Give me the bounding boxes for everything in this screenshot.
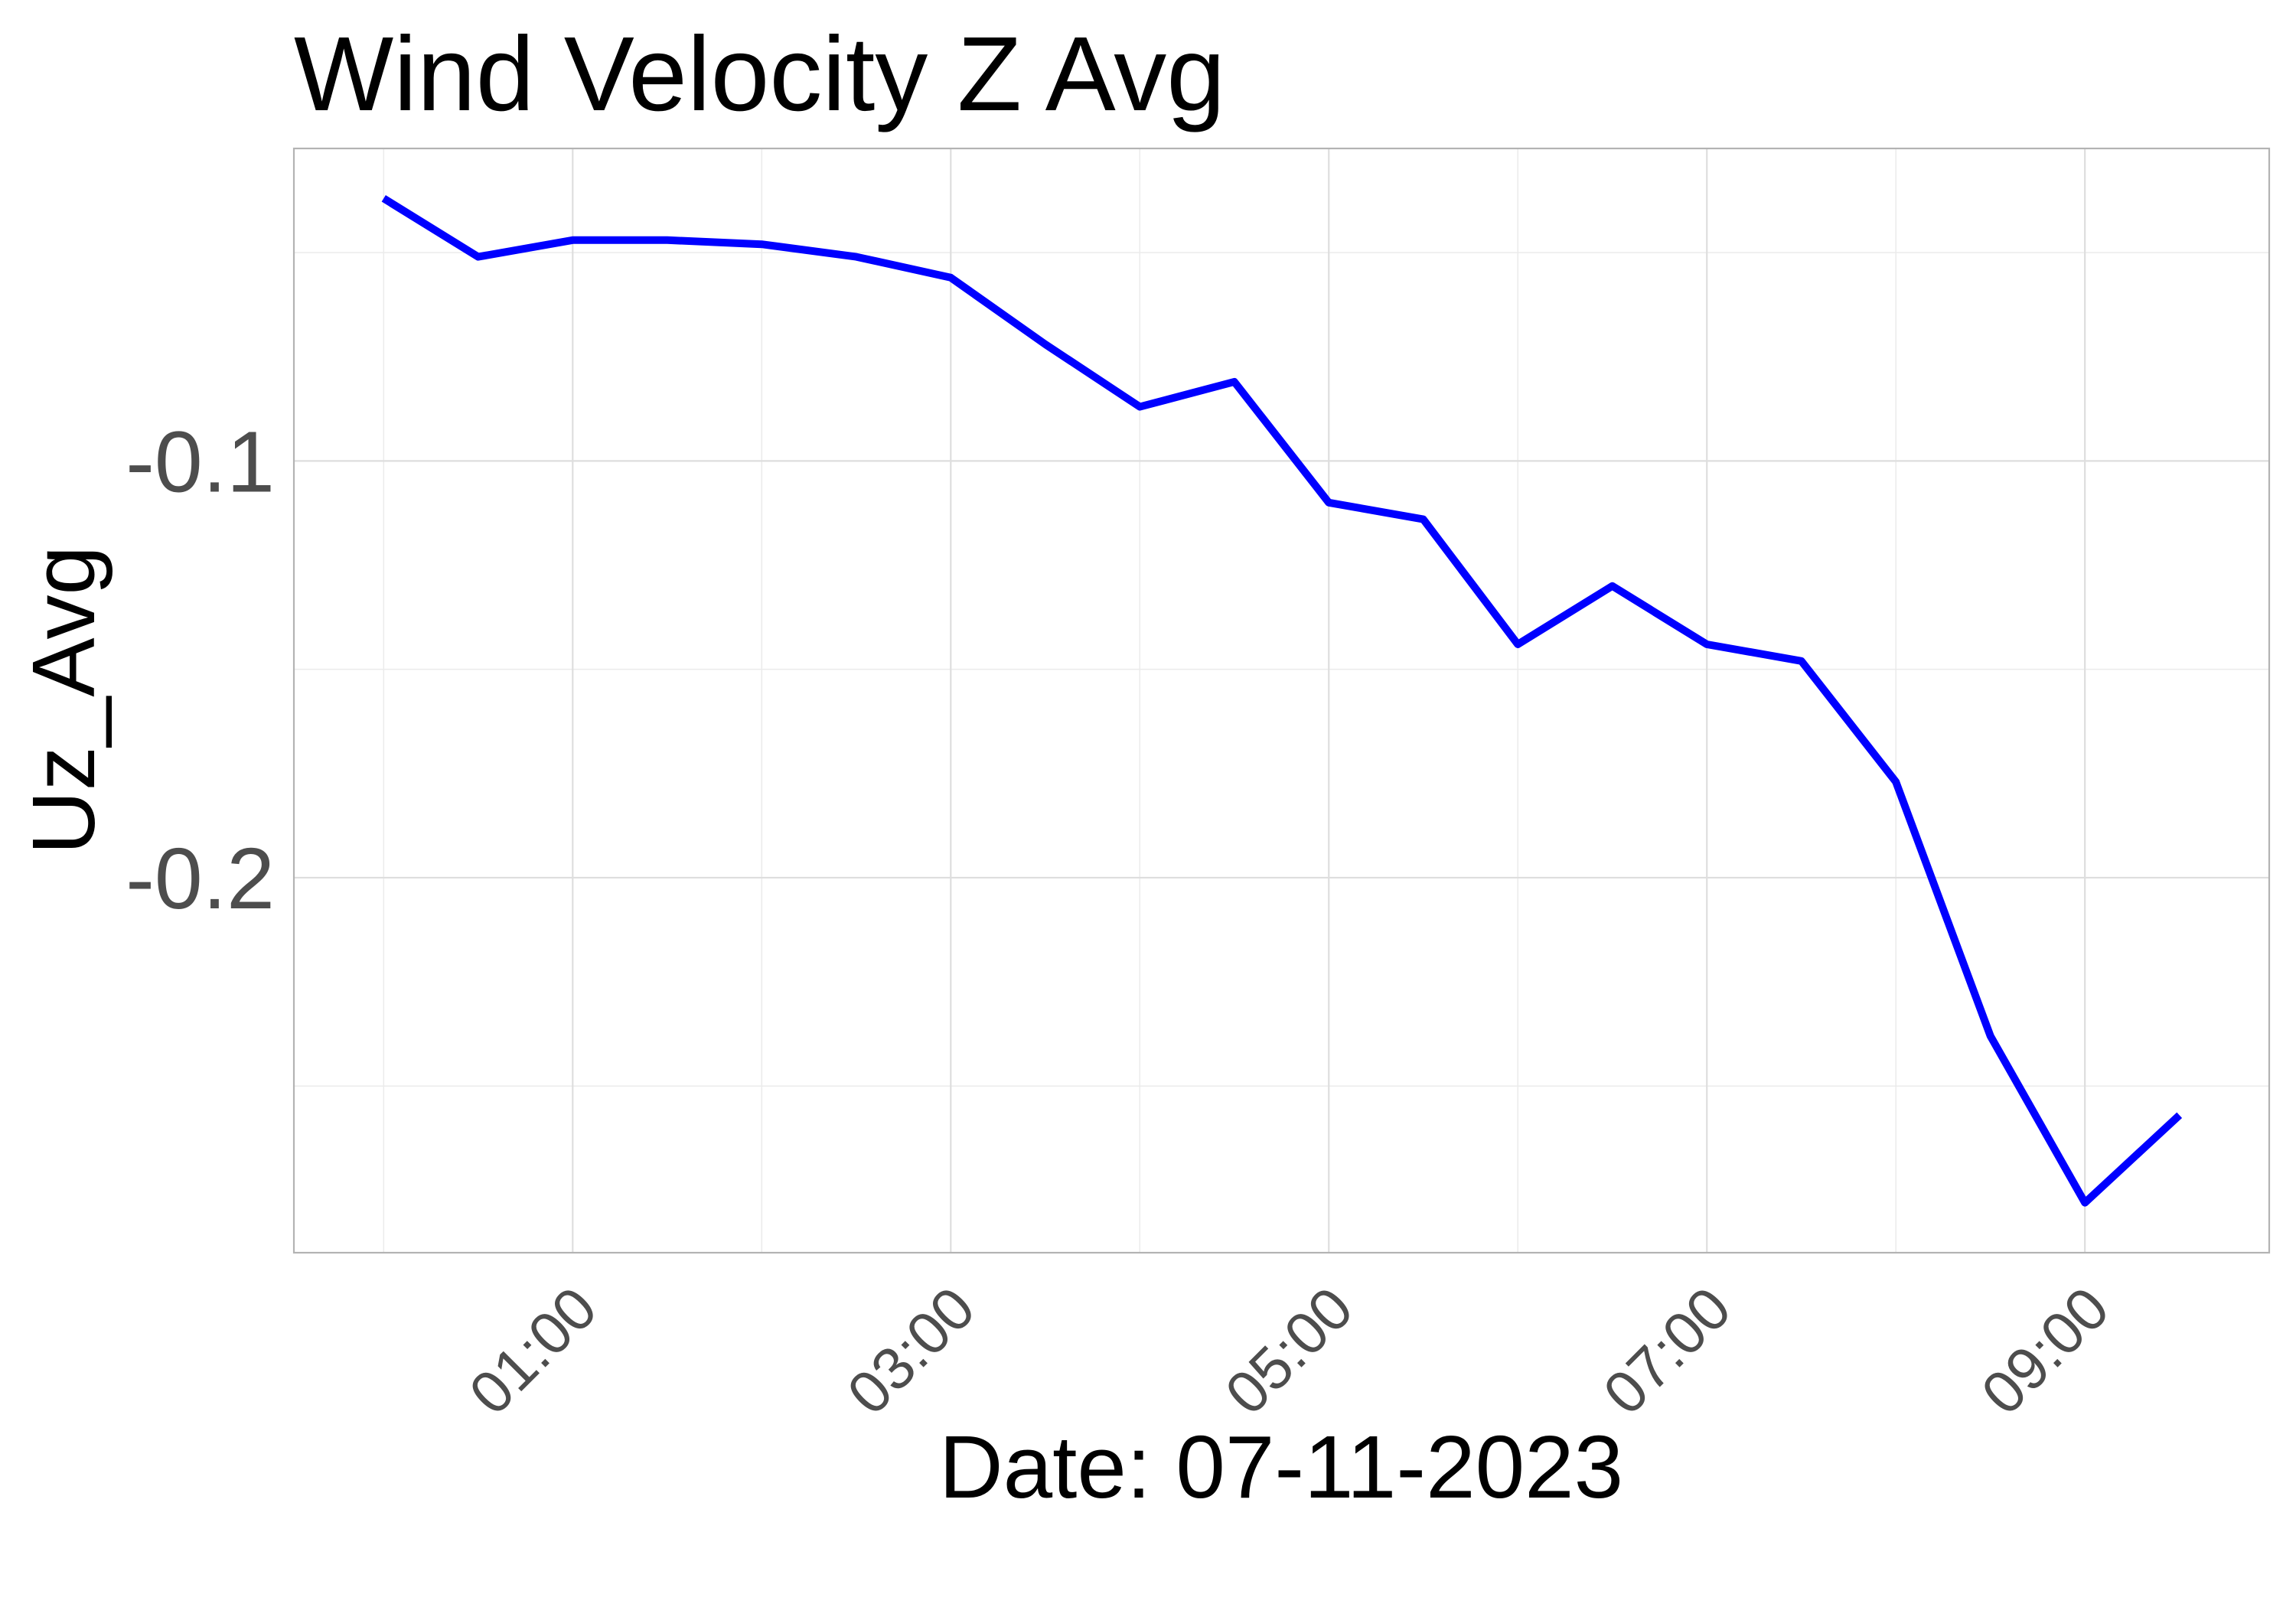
series-layer [381, 195, 2183, 1207]
y-axis-title: Uz_Avg [14, 546, 113, 855]
uz-avg-line [381, 195, 2183, 1207]
x-axis-title: Date: 07-11-2023 [939, 1417, 1623, 1517]
y-tick-labels: -0.1 -0.2 [126, 413, 275, 927]
grid-lines [294, 148, 2269, 1253]
y-tick-label: -0.2 [126, 830, 275, 927]
panel-border [292, 147, 2271, 1254]
chart-title: Wind Velocity Z Avg [294, 15, 1225, 133]
y-tick-label: -0.1 [126, 413, 275, 510]
plot-panel [294, 148, 2269, 1253]
